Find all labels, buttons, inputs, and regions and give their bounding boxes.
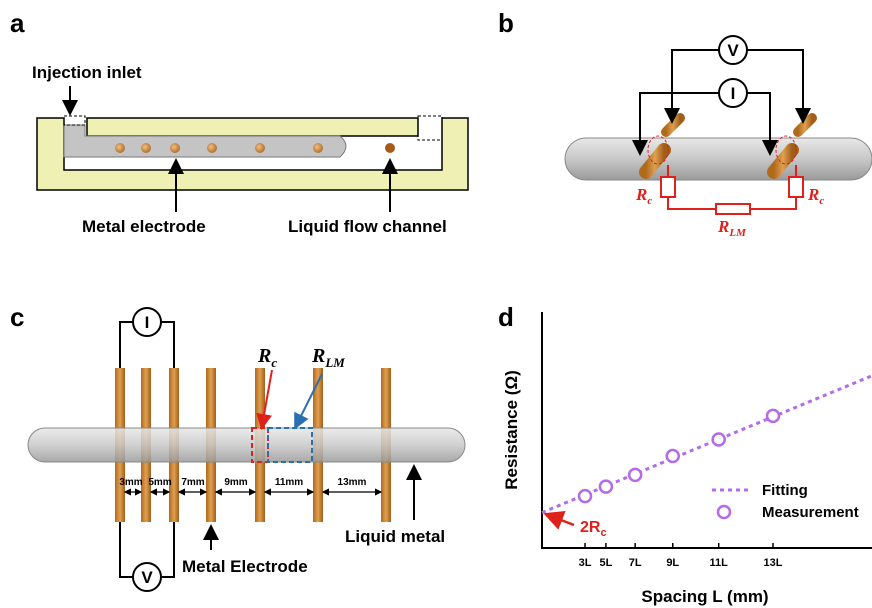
legend-key [718,506,730,518]
symbol: R [311,345,325,367]
rlm-label: RLM [311,345,345,370]
subscript: c [819,195,824,207]
data-point [629,469,641,481]
x-tick-label: 9L [666,557,679,569]
spacing-label: 3mm [119,477,142,488]
x-axis-label: Spacing L (mm) [641,587,768,606]
rc-label: Rc [807,185,824,207]
subscript: LM [728,227,747,239]
data-point [667,450,679,462]
annotation: 2Rc [580,519,607,539]
ammeter: I [731,84,736,103]
page: a Injection inlet Metal electrode Liquid… [0,0,872,608]
symbol: R [717,217,729,236]
channel-top [87,118,418,136]
subscript: LM [324,355,345,370]
rlm-label: RLM [717,217,747,239]
panel-label: c [10,302,24,332]
voltmeter: V [141,568,153,587]
y-axis-label: Resistance (Ω) [502,370,521,489]
x-tick-label: 13L [764,557,783,569]
symbol: R [257,345,271,367]
data-point [713,433,725,445]
inlet-box [64,116,85,125]
voltmeter: V [727,41,739,60]
panel-a: a Injection inlet Metal electrode Liquid… [10,8,468,236]
legend-label: Fitting [762,482,808,499]
figure: a Injection inlet Metal electrode Liquid… [0,0,872,608]
label: Metal electrode [82,217,206,236]
panel-b: b V I Rc Rc RLM [498,8,872,239]
spacing-label: 7mm [181,477,204,488]
rc-label: Rc [257,345,277,370]
subscript: c [600,527,606,539]
x-tick-label: 3L [579,557,592,569]
label: Liquid metal [345,527,445,546]
panel-d: d Spacing L (mm) Resistance (Ω) 2Rc 3L 5L… [498,302,872,606]
spacing-label: 13mm [338,477,367,488]
spacing-label: 9mm [224,477,247,488]
ammeter: I [145,313,150,332]
x-tick-label: 7L [629,557,642,569]
legend-label: Measurement [762,504,859,521]
spacing-label: 5mm [148,477,171,488]
panel-label: a [10,8,25,38]
panel-c: c I V 3mm 5mm 7mm 9mm 11mm 13mm Rc RLM M… [10,302,465,591]
x-tick-label: 5L [599,557,612,569]
symbol: 2R [580,519,601,536]
label: Liquid flow channel [288,217,447,236]
data-point [600,481,612,493]
panel-label: b [498,8,514,38]
panel-label: d [498,302,514,332]
subscript: c [271,355,277,370]
liquid-metal [28,428,465,462]
symbol: R [807,185,819,204]
label: Injection inlet [32,63,142,82]
spacing-label: 11mm [275,477,303,488]
symbol: R [635,185,647,204]
liquid-metal [565,138,872,180]
fit-line [542,376,872,513]
data-point [579,490,591,502]
rc-label: Rc [635,185,652,207]
x-tick-label: 11L [710,557,729,569]
data-point [767,410,779,422]
label: Metal Electrode [182,557,308,576]
arrow [548,515,574,525]
outlet-box [418,116,442,140]
subscript: c [647,195,652,207]
